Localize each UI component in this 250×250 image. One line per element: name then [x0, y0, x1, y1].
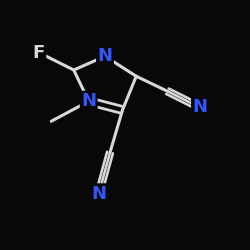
Text: N: N [91, 185, 106, 203]
Text: N: N [192, 98, 208, 116]
Text: N: N [98, 47, 112, 65]
Text: F: F [32, 44, 45, 62]
Text: N: N [81, 92, 96, 110]
